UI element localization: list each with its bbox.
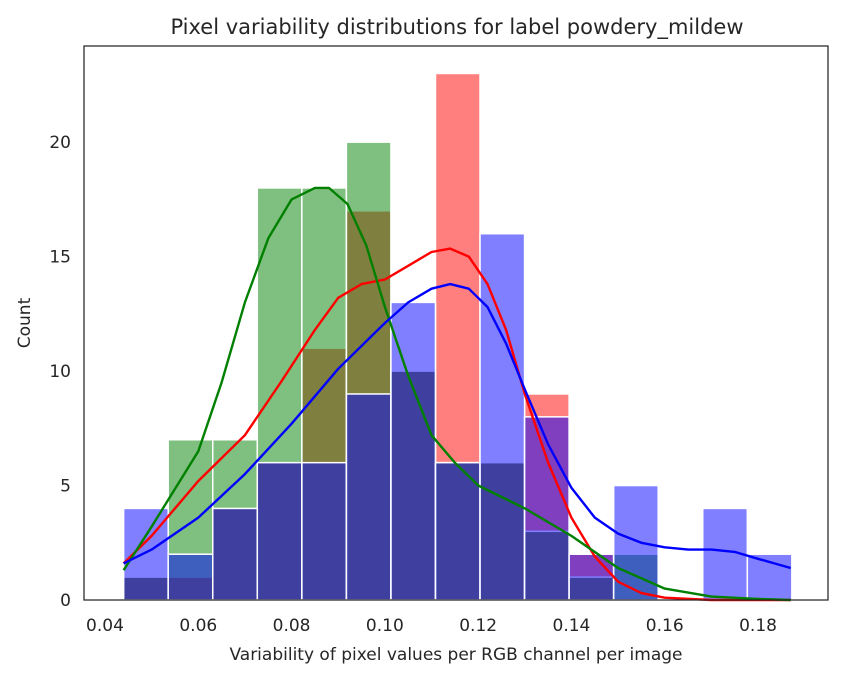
histogram-bar-series-3 bbox=[568, 553, 615, 601]
y-tick-label: 5 bbox=[60, 477, 71, 497]
kde-line-series-1 bbox=[122, 247, 791, 602]
x-tick-label: 0.14 bbox=[553, 616, 591, 636]
histogram-bar-series-3 bbox=[211, 507, 259, 601]
histogram-bar-series-3 bbox=[434, 461, 481, 601]
x-tick-label: 0.16 bbox=[646, 616, 684, 636]
x-axis-label: Variability of pixel values per RGB chan… bbox=[229, 645, 682, 665]
histogram-bar-series-3 bbox=[390, 301, 437, 601]
histogram-bar-series-3 bbox=[256, 461, 303, 601]
histogram-bar-series-3 bbox=[479, 232, 526, 601]
chart-title: Pixel variability distributions for labe… bbox=[170, 15, 743, 40]
y-tick-label: 0 bbox=[60, 591, 71, 611]
x-tick-label: 0.10 bbox=[366, 616, 404, 636]
histogram-bar-series-3 bbox=[345, 393, 392, 601]
y-tick-label: 10 bbox=[49, 362, 71, 382]
y-tick-label: 20 bbox=[49, 133, 71, 153]
x-tick-label: 0.18 bbox=[739, 616, 777, 636]
x-ticks: 0.04 0.06 0.08 0.10 0.12 0.14 0.16 0.18 bbox=[86, 616, 777, 636]
x-tick-label: 0.12 bbox=[459, 616, 497, 636]
x-tick-label: 0.06 bbox=[179, 616, 217, 636]
plot-frame bbox=[83, 45, 829, 601]
histogram-bar-series-3 bbox=[612, 484, 659, 601]
histogram-bar-series-3 bbox=[122, 507, 169, 601]
kde-line-series-2 bbox=[122, 186, 791, 602]
y-ticks: 0 5 10 15 20 bbox=[49, 133, 71, 611]
kde-line-series-3 bbox=[123, 282, 792, 570]
histogram-bar-series-3 bbox=[301, 461, 348, 601]
kde-layer bbox=[122, 186, 792, 602]
bars-layer bbox=[122, 72, 793, 601]
x-tick-label: 0.08 bbox=[273, 616, 311, 636]
y-tick-label: 15 bbox=[49, 248, 71, 268]
x-tick-label: 0.04 bbox=[86, 616, 124, 636]
histogram-bar-series-3 bbox=[167, 553, 214, 601]
y-axis-label: Count bbox=[15, 297, 35, 348]
